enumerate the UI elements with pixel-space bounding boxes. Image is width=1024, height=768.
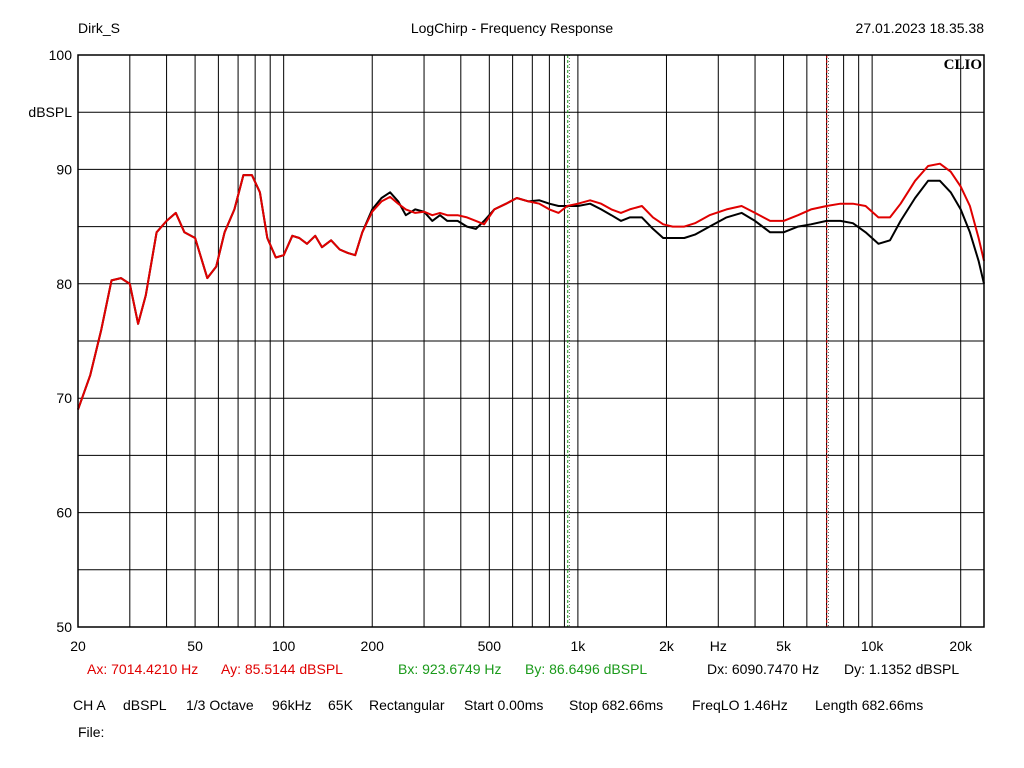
chart-timestamp: 27.01.2023 18.35.38 <box>855 20 984 36</box>
x-tick-label: 20k <box>949 638 973 654</box>
x-tick-label: 5k <box>776 638 792 654</box>
x-tick-label: 100 <box>272 638 296 654</box>
cursor-b-y-readout: By: 86.6496 dBSPL <box>525 661 648 677</box>
y-tick-label: 90 <box>56 161 72 177</box>
clio-logo: CLIO <box>944 57 982 73</box>
setting-rate: 96kHz <box>272 697 312 713</box>
cursor-a-x-readout: Ax: 7014.4210 Hz <box>87 661 199 677</box>
plot-frame <box>77 54 985 628</box>
x-tick-label: 500 <box>478 638 502 654</box>
y-axis-label: dBSPL <box>28 104 72 120</box>
setting-length: Length 682.66ms <box>815 697 924 713</box>
x-axis-label: Hz <box>710 638 727 654</box>
y-tick-label: 50 <box>56 619 72 635</box>
x-tick-label: 10k <box>861 638 885 654</box>
x-tick-label: 1k <box>570 638 586 654</box>
setting-start: Start 0.00ms <box>464 697 544 713</box>
y-tick-label: 100 <box>49 47 73 63</box>
file-label: File: <box>78 724 105 740</box>
chart-title: LogChirp - Frequency Response <box>410 20 614 36</box>
chart-owner: Dirk_S <box>78 20 121 36</box>
y-tick-label: 80 <box>56 276 72 292</box>
x-tick-label: 20 <box>70 638 86 654</box>
setting-unit: dBSPL <box>123 697 167 713</box>
y-tick-label: 70 <box>56 390 72 406</box>
x-tick-label: 2k <box>659 638 675 654</box>
setting-window: Rectangular <box>369 697 445 713</box>
x-tick-label: 200 <box>361 638 385 654</box>
response-curve-black <box>77 174 985 410</box>
x-tick-label: 50 <box>187 638 203 654</box>
cursor-delta-y-readout: Dy: 1.1352 dBSPL <box>844 661 960 677</box>
setting-size: 65K <box>328 697 353 713</box>
response-curve-red <box>77 162 985 410</box>
setting-smoothing: 1/3 Octave <box>186 697 254 713</box>
setting-channel: CH A <box>73 697 106 713</box>
setting-stop: Stop 682.66ms <box>569 697 664 713</box>
cursor-b-x-readout: Bx: 923.6749 Hz <box>398 661 502 677</box>
y-tick-label: 60 <box>56 505 72 521</box>
cursor-a-y-readout: Ay: 85.5144 dBSPL <box>221 661 343 677</box>
cursor-delta-x-readout: Dx: 6090.7470 Hz <box>707 661 820 677</box>
setting-freqlo: FreqLO 1.46Hz <box>692 697 788 713</box>
